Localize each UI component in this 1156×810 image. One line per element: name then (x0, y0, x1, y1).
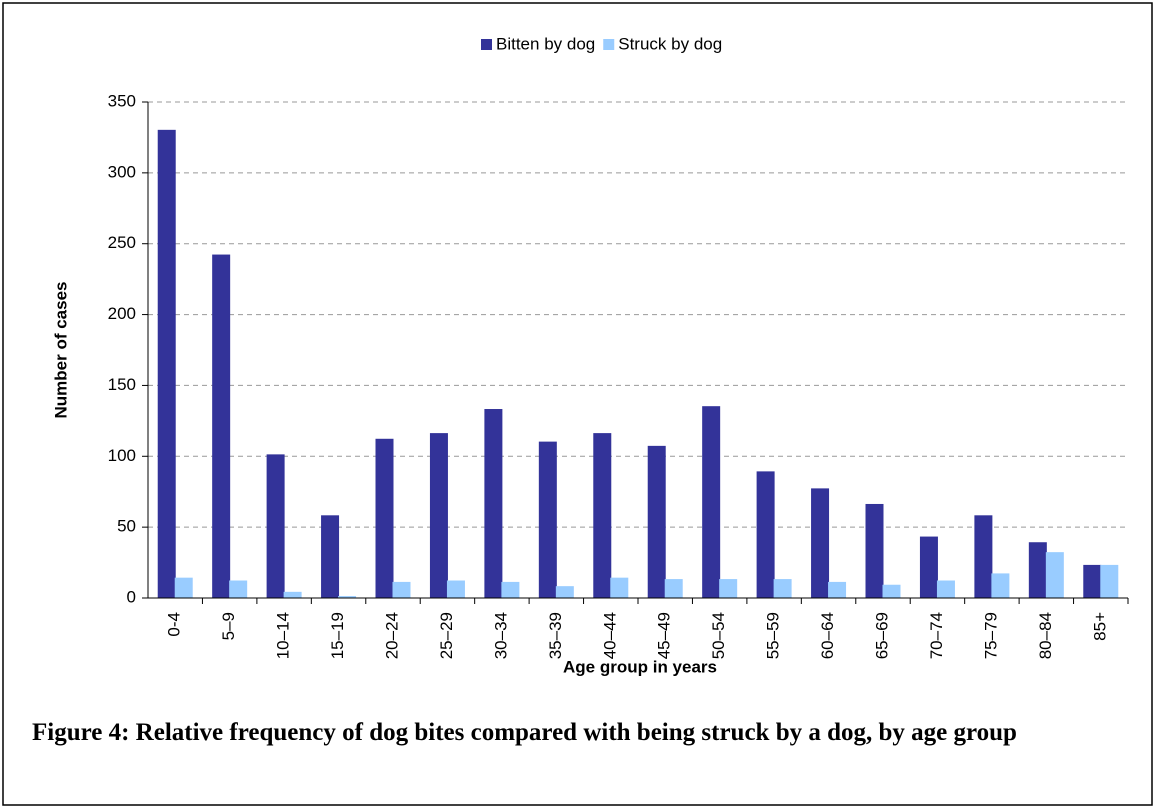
y-tick-label: 150 (108, 375, 136, 394)
bar (501, 581, 520, 599)
bar (229, 580, 248, 599)
bar (756, 471, 775, 599)
x-tick-label: 50–54 (709, 612, 728, 659)
bar (1028, 542, 1047, 599)
x-tick-label: 10–14 (274, 612, 293, 659)
bar (1045, 552, 1064, 599)
bar (375, 438, 394, 599)
bar (773, 579, 792, 599)
x-tick-label: 20–24 (382, 612, 401, 659)
x-tick-label: 30–34 (491, 612, 510, 659)
bar (555, 586, 574, 599)
bar (212, 254, 231, 599)
bar (664, 579, 683, 599)
bar (321, 515, 340, 599)
bar (392, 581, 411, 599)
legend-swatch (603, 39, 615, 50)
bar (974, 515, 993, 599)
x-tick-label: 55–59 (764, 612, 783, 659)
x-tick-label: 0-4 (165, 612, 184, 637)
bar (429, 433, 448, 599)
bar (936, 580, 955, 599)
x-tick-label: 15–19 (328, 612, 347, 659)
bar (538, 441, 557, 599)
y-axis-title: Number of cases (51, 282, 70, 419)
bar (702, 406, 721, 599)
bar (1100, 564, 1119, 599)
bar (828, 581, 847, 599)
bar (610, 577, 629, 599)
y-tick-label: 200 (108, 304, 136, 323)
y-tick-label: 0 (127, 587, 136, 606)
x-tick-label: 25–29 (437, 612, 456, 659)
bar (811, 488, 830, 599)
bar (865, 503, 884, 599)
legend-label: Bitten by dog (496, 34, 595, 53)
bar (882, 584, 901, 599)
y-tick-label: 300 (108, 162, 136, 181)
bar (719, 579, 738, 599)
bar (991, 573, 1010, 599)
x-tick-label: 40–44 (600, 612, 619, 659)
legend-swatch (481, 39, 492, 50)
x-tick-label: 65–69 (872, 612, 891, 659)
y-tick-label: 50 (117, 517, 136, 536)
bar (266, 454, 285, 599)
bar (1083, 564, 1102, 599)
bar (484, 409, 503, 599)
x-tick-label: 35–39 (546, 612, 565, 659)
bar (647, 445, 666, 599)
x-axis-title: Age group in years (563, 657, 717, 676)
x-tick-label: 45–49 (655, 612, 674, 659)
bar (919, 536, 938, 599)
y-tick-label: 100 (108, 446, 136, 465)
x-tick-label: 85+ (1090, 612, 1109, 641)
x-tick-label: 75–79 (981, 612, 1000, 659)
y-tick-label: 250 (108, 233, 136, 252)
bar (157, 129, 176, 599)
caption: Figure 4: Relative frequency of dog bite… (32, 719, 1017, 746)
x-tick-label: 5–9 (219, 612, 238, 640)
x-tick-label: 80–84 (1036, 612, 1055, 659)
x-tick-label: 70–74 (927, 612, 946, 659)
y-tick-label: 350 (108, 91, 136, 110)
bar (593, 433, 612, 599)
x-tick-label: 60–64 (818, 612, 837, 659)
bar (283, 591, 302, 599)
legend-label: Struck by dog (618, 34, 722, 53)
bar (174, 577, 193, 599)
bar (446, 580, 465, 599)
